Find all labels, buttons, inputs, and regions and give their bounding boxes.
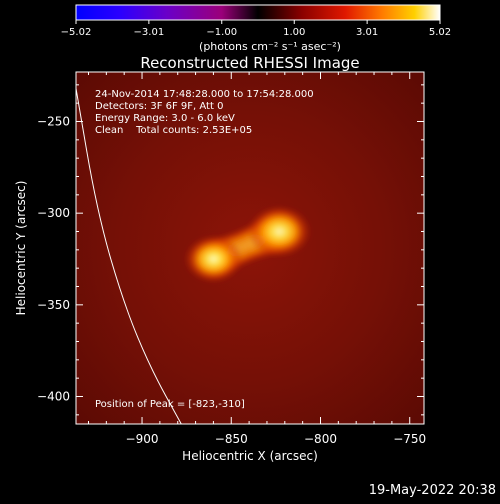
peak-position-label: Position of Peak = [-823,-310]	[95, 399, 245, 410]
x-tick-label: −750	[393, 432, 426, 446]
y-tick-label: −250	[37, 115, 70, 129]
source-peak	[183, 235, 243, 283]
colorbar-tick-label: 3.01	[356, 27, 378, 38]
x-axis-ticks: −900 −850 −800 −750	[87, 72, 426, 446]
x-axis-label: Heliocentric X (arcsec)	[182, 449, 318, 463]
annotation-time-range: 24-Nov-2014 17:48:28.000 to 17:54:28.000	[95, 89, 314, 100]
y-tick-label: −400	[37, 390, 70, 404]
colorbar-tick-label: 5.02	[429, 27, 451, 38]
chart-title: Reconstructed RHESSI Image	[140, 54, 359, 72]
x-tick-label: −900	[126, 432, 159, 446]
colorbar-tick-label: −5.02	[61, 27, 92, 38]
y-axis-ticks: −250 −300 −350 −400	[37, 84, 424, 416]
x-tick-label: −850	[215, 432, 248, 446]
annotation-clean-counts: Clean Total counts: 2.53E+05	[95, 125, 252, 136]
footer-timestamp: 19-May-2022 20:38	[369, 483, 496, 498]
colorbar-unit-label: (photons cm⁻² s⁻¹ asec⁻²)	[199, 40, 341, 53]
colorbar	[75, 4, 441, 21]
source-layer	[183, 205, 312, 283]
annotation-detectors: Detectors: 3F 6F 9F, Att 0	[95, 101, 223, 112]
colorbar-ticks: −5.02 −3.01 −1.00 1.00 3.01 5.02	[61, 20, 451, 38]
solar-limb-curve	[76, 88, 182, 424]
y-tick-label: −350	[37, 298, 70, 312]
colorbar-tick-label: −3.01	[134, 27, 165, 38]
image-area	[76, 72, 424, 424]
y-tick-label: −300	[37, 206, 70, 220]
colorbar-tick-label: −1.00	[206, 27, 237, 38]
source-peak	[247, 205, 312, 258]
annotation-block: 24-Nov-2014 17:48:28.000 to 17:54:28.000…	[95, 89, 314, 136]
colorbar-tick-label: 1.00	[283, 27, 305, 38]
x-tick-label: −800	[304, 432, 337, 446]
annotation-energy-range: Energy Range: 3.0 - 6.0 keV	[95, 113, 235, 124]
plot-frame	[75, 71, 425, 425]
y-axis-label: Heliocentric Y (arcsec)	[14, 181, 28, 316]
